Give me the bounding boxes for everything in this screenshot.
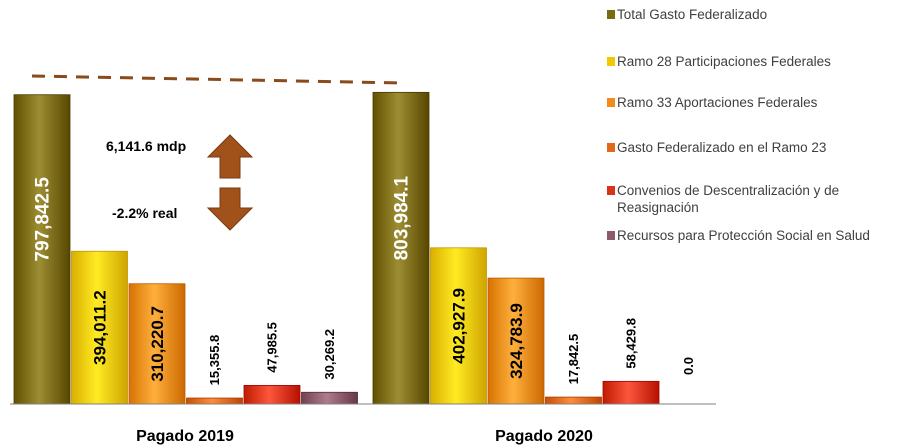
bar — [71, 250, 128, 405]
bar — [545, 396, 602, 405]
legend-label: Recursos para Protección Social en Salud — [617, 228, 870, 243]
data-label: 30,269.2 — [322, 329, 337, 380]
category-label-2020: Pagado 2020 — [495, 428, 593, 445]
legend-item: Recursos para Protección Social en Salud — [607, 227, 917, 244]
down-arrow-icon — [206, 187, 254, 231]
bar — [430, 247, 487, 405]
legend-item: Ramo 33 Aportaciones Federales — [607, 94, 917, 111]
legend-item: Ramo 28 Participaciones Federales — [607, 53, 917, 70]
legend-label: Ramo 28 Participaciones Federales — [617, 54, 831, 69]
legend-swatch — [607, 231, 615, 240]
data-label: 324,783.9 — [507, 303, 526, 379]
data-label: 310,220.7 — [148, 306, 167, 382]
bar — [186, 397, 243, 405]
annotation-up: 6,141.6 mdp — [106, 138, 187, 154]
data-label: 15,355.8 — [207, 335, 222, 386]
bar — [372, 91, 430, 405]
data-label: 402,927.9 — [449, 288, 468, 364]
bar — [128, 283, 186, 405]
legend-item: Convenios de Descentralización y de Reas… — [607, 182, 917, 216]
category-label-2019: Pagado 2019 — [136, 428, 234, 445]
legend-label: Gasto Federalizado en el Ramo 23 — [617, 140, 827, 155]
data-label: 17,842.5 — [566, 334, 581, 385]
up-arrow-icon — [206, 134, 254, 179]
data-label: 0.0 — [681, 357, 696, 375]
legend-label: Ramo 33 Aportaciones Federales — [617, 95, 818, 110]
legend-item: Total Gasto Federalizado — [607, 6, 917, 23]
legend-item: Gasto Federalizado en el Ramo 23 — [607, 139, 917, 156]
trend-dashed-line — [31, 74, 405, 85]
data-label: 394,011.2 — [90, 290, 109, 365]
annotation-down: -2.2% real — [112, 205, 178, 221]
data-label: 803,984.1 — [392, 175, 413, 260]
legend-swatch — [607, 57, 615, 66]
legend-swatch — [607, 143, 615, 152]
legend-swatch — [607, 98, 615, 107]
bar — [243, 384, 301, 405]
bar — [13, 94, 71, 405]
legend-label: Convenios de Descentralización y de Reas… — [617, 183, 840, 215]
data-label: 58,429.8 — [624, 318, 639, 369]
legend-label: Total Gasto Federalizado — [617, 7, 768, 22]
bar — [487, 277, 545, 405]
legend-swatch — [607, 10, 615, 19]
legend-swatch — [607, 186, 615, 195]
bar — [301, 391, 358, 405]
data-label: 797,842.5 — [33, 177, 54, 262]
data-label: 47,985.5 — [265, 322, 280, 373]
bar — [602, 380, 660, 405]
